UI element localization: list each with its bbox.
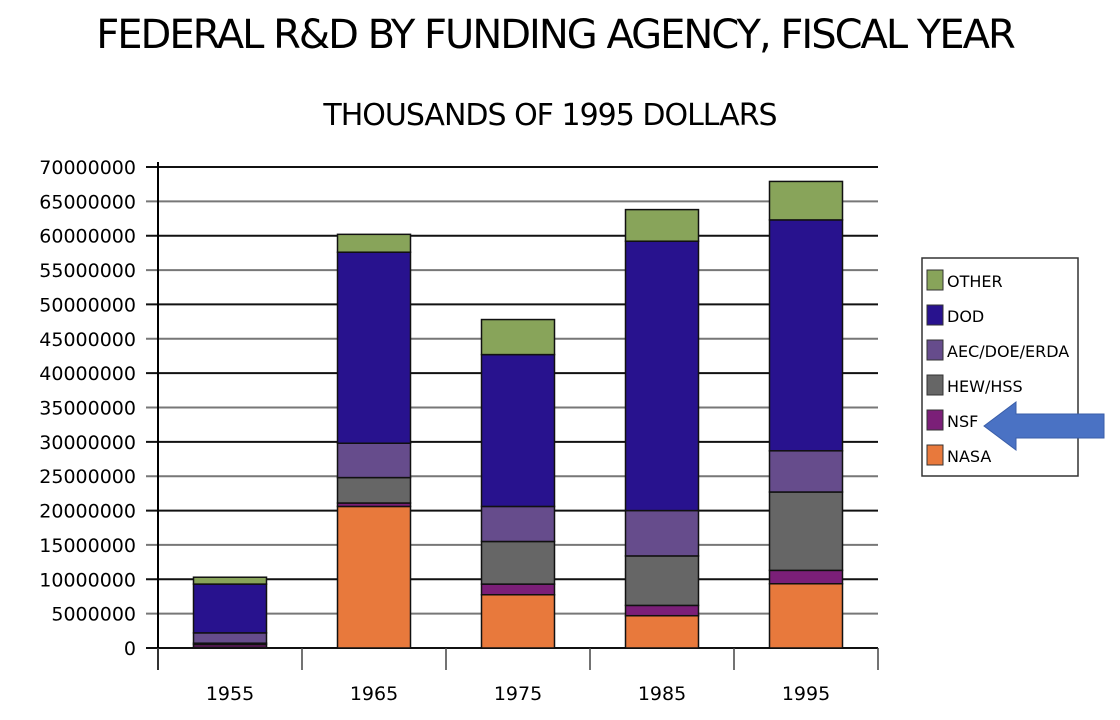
legend: OTHER DOD AEC/DOE/ERDA HEW/HSS NSF NASA — [921, 257, 1079, 477]
bar-segment-hew-hss-1975 — [480, 540, 556, 585]
bar-segment-nasa-1985 — [624, 614, 700, 649]
chart-title: FEDERAL R&D BY FUNDING AGENCY, FISCAL YE… — [96, 12, 1016, 58]
bar-segment-nsf-1975 — [480, 583, 556, 596]
x-tick-label: 1965 — [350, 683, 398, 705]
y-tick-label: 50000000 — [39, 294, 136, 316]
arrow-left-icon — [983, 401, 1105, 451]
x-tick-label: 1975 — [494, 683, 542, 705]
bar-segment-other-1955 — [192, 576, 268, 585]
bar-segment-other-1995 — [768, 180, 844, 221]
legend-label: OTHER — [947, 272, 1003, 291]
y-tick-label: 30000000 — [39, 432, 136, 454]
bar-segment-other-1985 — [624, 208, 700, 242]
legend-label: DOD — [947, 307, 984, 326]
bar-segment-nsf-1995 — [768, 569, 844, 585]
bar-segment-dod-1985 — [624, 240, 700, 512]
y-tick-label: 60000000 — [39, 226, 136, 248]
y-tick-label: 45000000 — [39, 329, 136, 351]
bar-segment-dod-1965 — [336, 251, 412, 444]
legend-label: AEC/DOE/ERDA — [947, 342, 1069, 361]
bar-segment-dod-1975 — [480, 353, 556, 508]
bar-segment-aec-doe-erda-1995 — [768, 450, 844, 493]
y-tick-label: 15000000 — [39, 535, 136, 557]
bar-segment-aec-doe-erda-1965 — [336, 442, 412, 479]
bar-segment-aec-doe-erda-1955 — [192, 632, 268, 644]
y-tick-label: 25000000 — [39, 466, 136, 488]
bar-segment-hew-hss-1965 — [336, 476, 412, 504]
legend-label: NASA — [947, 447, 991, 466]
y-tick-label: 55000000 — [39, 260, 136, 282]
bar-segment-other-1965 — [336, 233, 412, 253]
bar-segment-nasa-1975 — [480, 593, 556, 649]
bar-segment-other-1975 — [480, 318, 556, 356]
legend-swatch — [926, 269, 944, 291]
bar-segment-nasa-1995 — [768, 583, 844, 649]
legend-label: HEW/HSS — [947, 377, 1023, 396]
legend-swatch — [926, 444, 944, 466]
bar-segment-nasa-1965 — [336, 505, 412, 649]
bar-segment-nsf-1985 — [624, 604, 700, 617]
x-tick-label: 1995 — [782, 683, 830, 705]
legend-swatch — [926, 339, 944, 361]
y-tick-label: 0 — [124, 638, 136, 660]
chart-subtitle: THOUSANDS OF 1995 DOLLARS — [323, 98, 777, 133]
y-tick-label: 35000000 — [39, 398, 136, 420]
y-tick-label: 20000000 — [39, 501, 136, 523]
legend-swatch — [926, 304, 944, 326]
x-tick-label: 1985 — [638, 683, 686, 705]
legend-box — [921, 257, 1079, 477]
y-tick-label: 65000000 — [39, 191, 136, 213]
x-tick-label: 1955 — [206, 683, 254, 705]
legend-label: NSF — [947, 412, 978, 431]
bar-segment-aec-doe-erda-1975 — [480, 505, 556, 543]
y-tick-label: 40000000 — [39, 363, 136, 385]
bar-segment-dod-1995 — [768, 219, 844, 452]
bar-segment-aec-doe-erda-1985 — [624, 509, 700, 557]
bar-segment-hew-hss-1995 — [768, 491, 844, 572]
y-tick-label: 10000000 — [39, 569, 136, 591]
bar-segment-hew-hss-1985 — [624, 555, 700, 607]
bar-segment-dod-1955 — [192, 583, 268, 634]
legend-swatch — [926, 409, 944, 431]
legend-swatch — [926, 374, 944, 396]
y-tick-label: 5000000 — [51, 604, 136, 626]
y-tick-label: 70000000 — [39, 157, 136, 179]
